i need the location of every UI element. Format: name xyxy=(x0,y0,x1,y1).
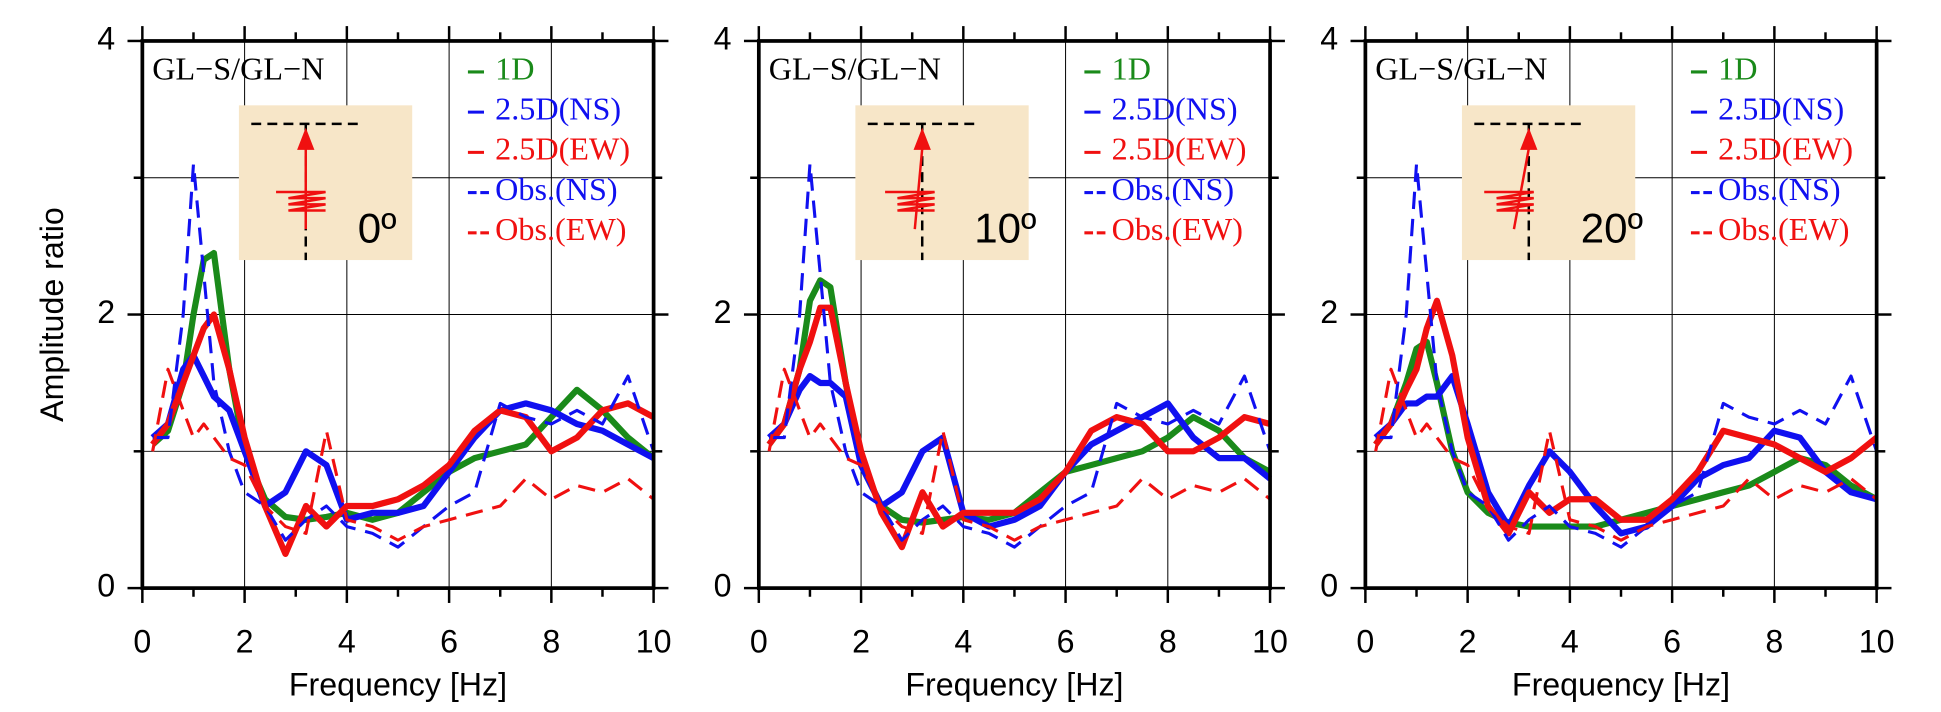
y-tick-label: 4 xyxy=(714,20,732,56)
legend-label: 1D xyxy=(495,50,534,86)
x-tick-label: 10 xyxy=(636,623,672,659)
series-line xyxy=(151,367,655,542)
angle-label: 0º xyxy=(358,205,397,252)
x-axis-label: Frequency [Hz] xyxy=(289,667,507,703)
inset-ray xyxy=(913,148,924,230)
x-tick-label: 8 xyxy=(1159,623,1177,659)
x-tick-label: 8 xyxy=(542,623,560,659)
y-tick-label: 0 xyxy=(97,568,115,604)
series-line xyxy=(767,367,1272,542)
y-tick-label: 2 xyxy=(714,294,732,330)
inset-wave xyxy=(1484,190,1534,212)
series-line xyxy=(1375,162,1879,549)
x-axis-label: Frequency [Hz] xyxy=(905,667,1123,703)
plot-frame xyxy=(756,39,1272,590)
y-tick-label: 2 xyxy=(1320,294,1338,330)
inset-arrowhead xyxy=(1520,127,1538,150)
x-tick-label: 10 xyxy=(1859,623,1895,659)
panel-title: GL−S/GL−N xyxy=(769,50,941,86)
legend-label: Obs.(NS) xyxy=(495,171,617,207)
series-line xyxy=(152,162,656,549)
y-tick-label: 0 xyxy=(714,568,732,604)
x-tick-label: 2 xyxy=(852,623,870,659)
legend-label: 2.5D(NS) xyxy=(1112,91,1238,127)
x-tick-label: 8 xyxy=(1765,623,1783,659)
series-line xyxy=(769,162,1272,549)
y-tick-label: 4 xyxy=(97,20,115,56)
legend-label: 2.5D(NS) xyxy=(1718,91,1844,127)
x-tick-label: 6 xyxy=(440,623,458,659)
x-tick-label: 4 xyxy=(954,623,972,659)
angle-label: 10º xyxy=(974,205,1036,252)
x-tick-label: 2 xyxy=(236,623,254,659)
legend-label: Obs.(EW) xyxy=(495,211,626,247)
series-line xyxy=(1373,372,1878,537)
inset-arrowhead xyxy=(297,127,315,150)
y-tick-label: 4 xyxy=(1320,20,1338,56)
x-axis-label: Frequency [Hz] xyxy=(1512,667,1730,703)
series-line xyxy=(150,311,656,558)
x-tick-label: 10 xyxy=(1252,623,1288,659)
y-tick-label: 0 xyxy=(1320,568,1338,604)
legend-label: Obs.(NS) xyxy=(1718,171,1840,207)
x-tick-label: 2 xyxy=(1459,623,1477,659)
x-tick-label: 4 xyxy=(338,623,356,659)
legend-label: 2.5D(NS) xyxy=(495,91,621,127)
legend-label: 1D xyxy=(1112,50,1151,86)
legend-label: 2.5D(EW) xyxy=(495,131,630,167)
inset-arrowhead xyxy=(913,127,931,150)
x-tick-label: 4 xyxy=(1561,623,1579,659)
inset-box xyxy=(855,105,1029,261)
x-tick-label: 0 xyxy=(1356,623,1374,659)
legend-label: 2.5D(EW) xyxy=(1718,131,1853,167)
panel-title: GL−S/GL−N xyxy=(152,50,324,86)
panel-title: GL−S/GL−N xyxy=(1375,50,1547,86)
inset-box xyxy=(238,105,413,261)
series-line xyxy=(1374,367,1878,542)
panel: 0 2 4 6 8 10 0 2 4 0º GL−S/GL−N 1D 2.5D(NS) 2.5D(EW) O… xyxy=(34,20,672,702)
legend-label: Obs.(EW) xyxy=(1718,211,1849,247)
series-line xyxy=(1373,338,1879,530)
legend-label: Obs.(EW) xyxy=(1112,211,1243,247)
series-line xyxy=(1373,297,1879,537)
panel: 0 2 4 6 8 10 0 2 4 20º GL−S/GL−N 1D 2.5D(NS) 2.5D(EW)… xyxy=(1320,20,1894,702)
x-tick-label: 6 xyxy=(1663,623,1681,659)
inset-wave xyxy=(885,190,935,212)
series-line xyxy=(766,304,1271,551)
y-axis-label: Amplitude ratio xyxy=(34,207,70,422)
y-tick-label: 2 xyxy=(97,294,115,330)
legend-label: Obs.(NS) xyxy=(1112,171,1234,207)
plot-frame xyxy=(1363,39,1879,590)
angle-label: 20º xyxy=(1581,205,1643,252)
inset-ray xyxy=(1512,148,1531,230)
x-tick-label: 0 xyxy=(133,623,151,659)
inset-box xyxy=(1461,105,1636,261)
x-tick-label: 0 xyxy=(750,623,768,659)
panel: 0 2 4 6 8 10 0 2 4 10º GL−S/GL−N 1D 2.5D(NS) 2.5D(EW)… xyxy=(714,20,1288,702)
legend-label: 1D xyxy=(1718,50,1757,86)
plot-frame xyxy=(140,39,656,590)
x-tick-label: 6 xyxy=(1057,623,1075,659)
inset-wave xyxy=(276,190,326,212)
series-line xyxy=(150,249,656,523)
legend-label: 2.5D(EW) xyxy=(1112,131,1247,167)
